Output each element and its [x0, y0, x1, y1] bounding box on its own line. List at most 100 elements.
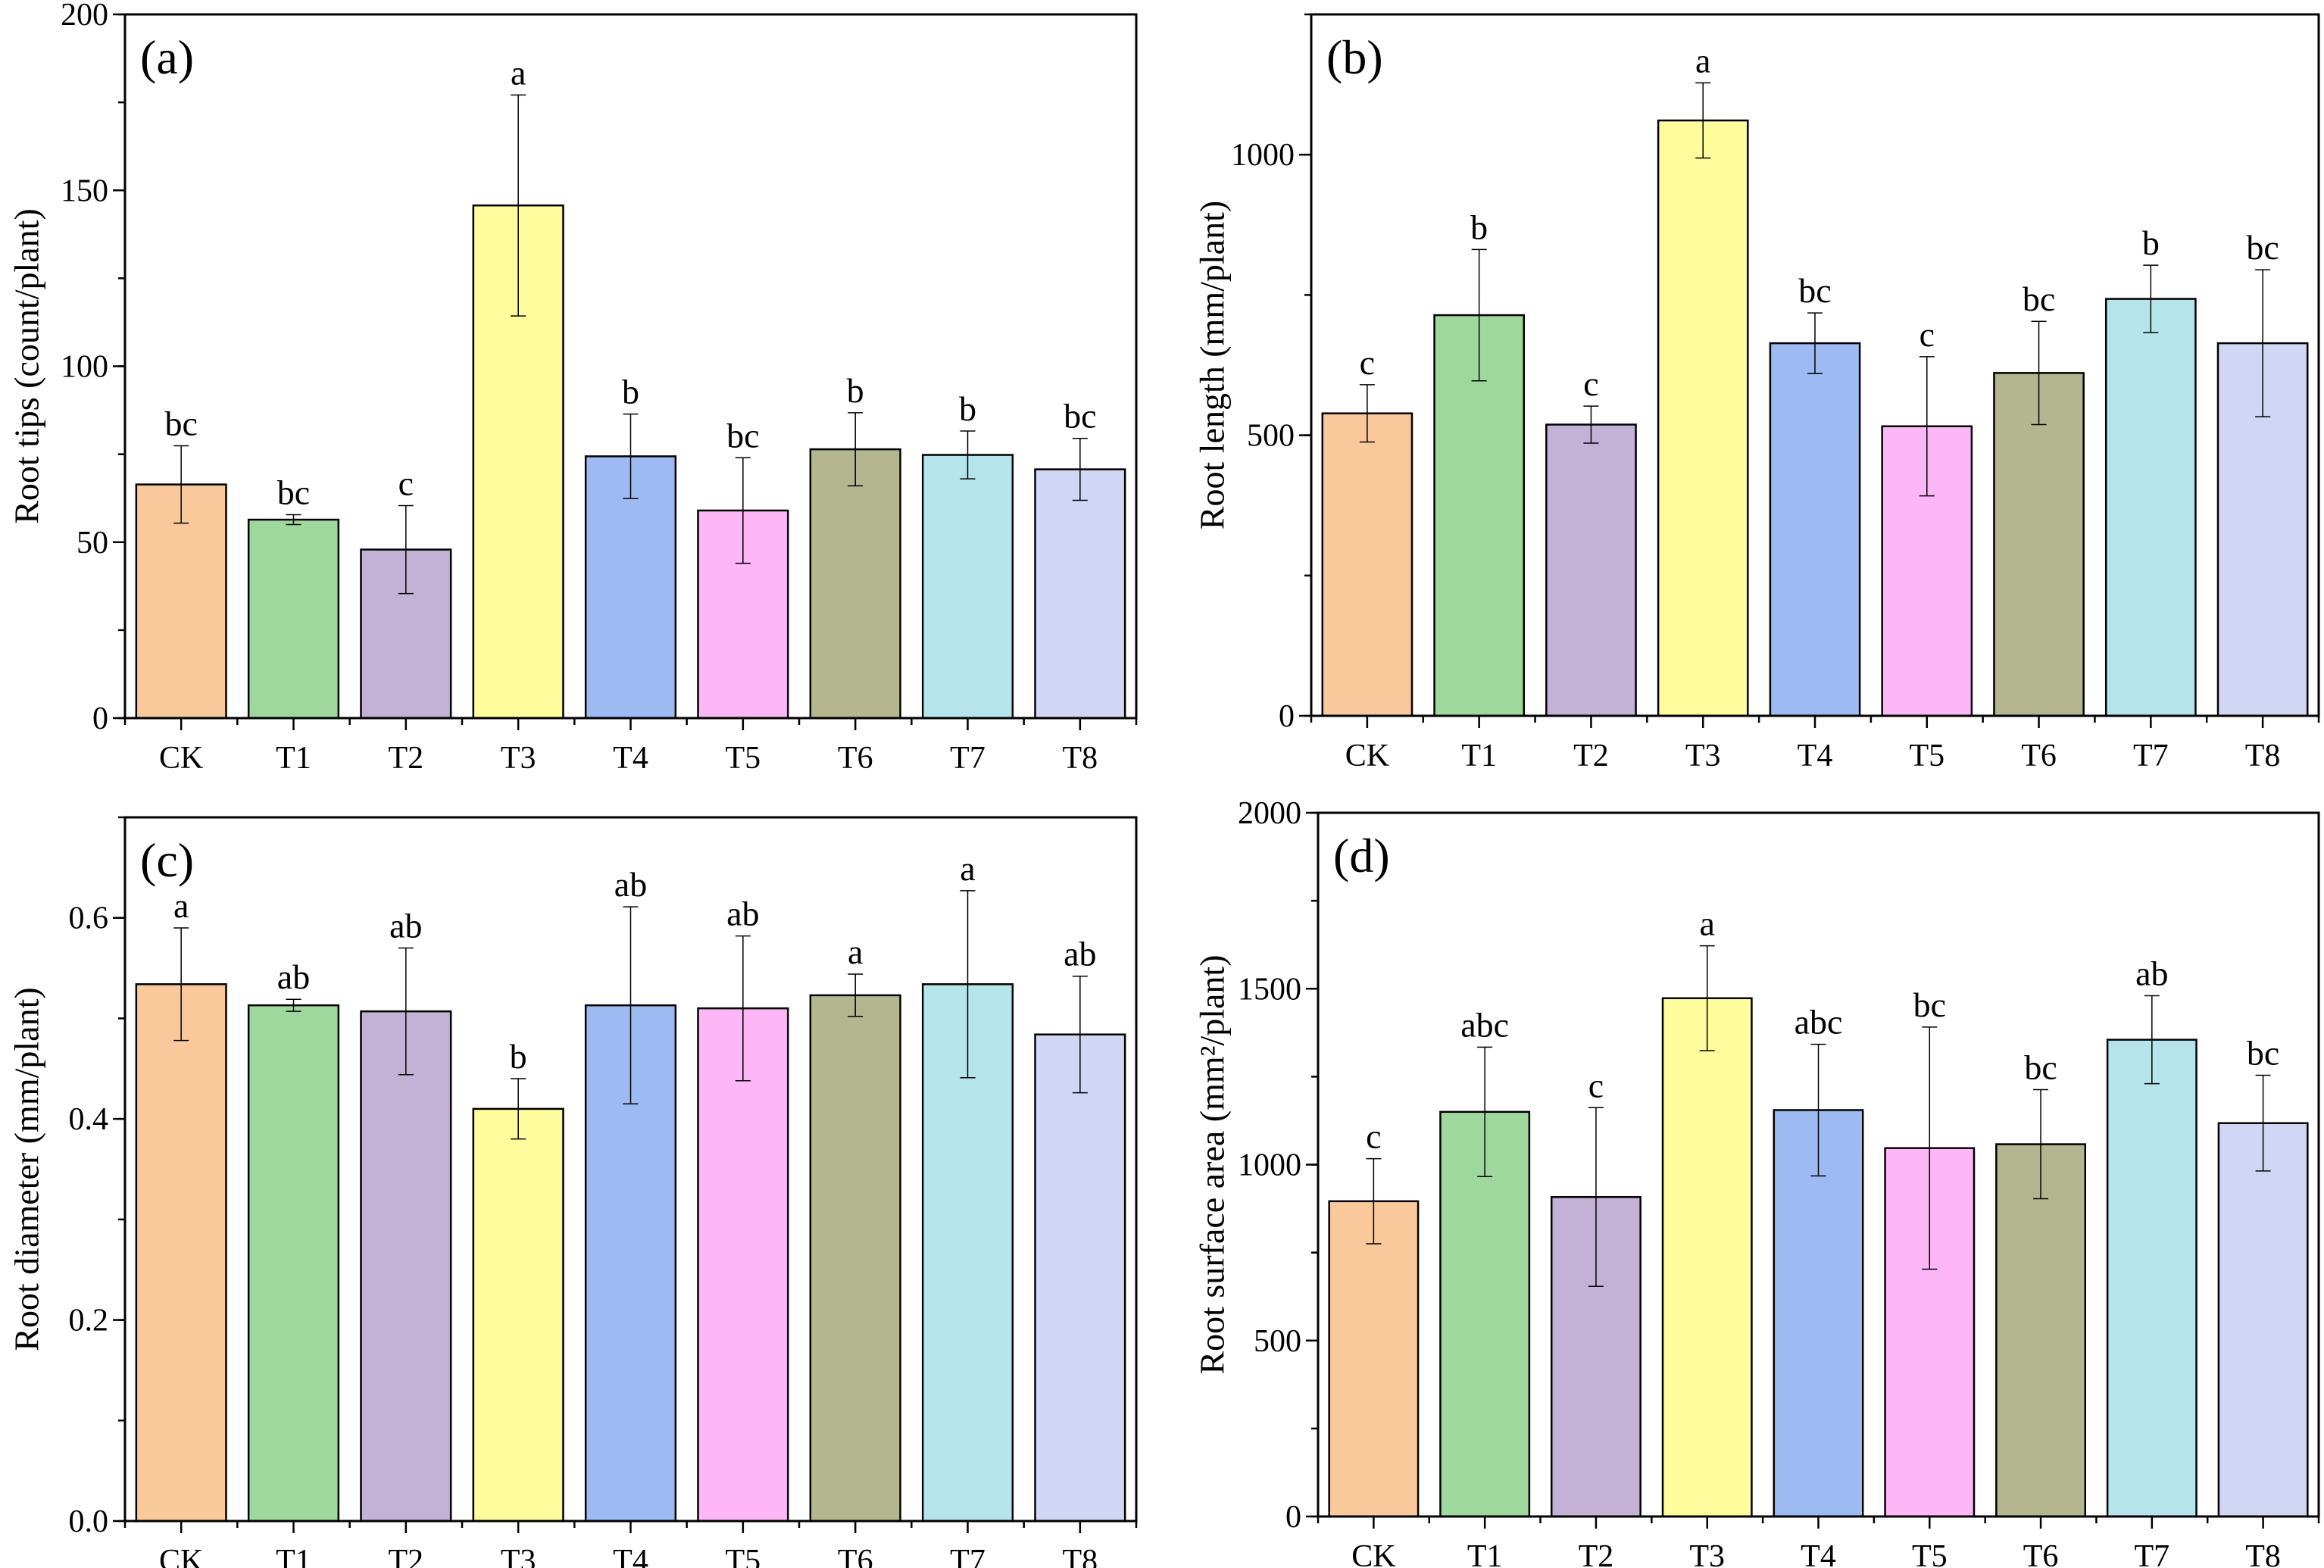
x-tick-label: CK: [1351, 1539, 1395, 1568]
significance-letter: b: [959, 389, 976, 428]
bar-T6: [809, 448, 901, 720]
y-tick-label: 1500: [1238, 972, 1301, 1007]
x-tick-label: T4: [1798, 739, 1833, 773]
significance-letter: a: [1695, 41, 1710, 80]
panel-label: (d): [1333, 829, 1390, 882]
bar-T6: [809, 994, 901, 1523]
bar-T1: [1433, 314, 1526, 717]
y-tick-label: 100: [61, 350, 108, 385]
bar-T7: [921, 454, 1014, 720]
panel-d: c CK abc T1 c T2 a T3 abc T4 bc T5 bc T6 ab T7 bc T8 0 500 1…: [1193, 796, 2320, 1568]
y-tick-label: 0: [1285, 1500, 1301, 1535]
significance-letter: b: [2142, 223, 2160, 262]
x-tick-label: T2: [1579, 1539, 1614, 1568]
significance-letter: c: [1366, 1117, 1381, 1156]
significance-letter: c: [1583, 364, 1598, 403]
bar-T7: [2106, 1039, 2197, 1518]
y-axis-title: Root diameter (mm/plant): [8, 987, 46, 1351]
significance-letter: bc: [2247, 1034, 2279, 1073]
significance-letter: b: [847, 371, 864, 410]
x-tick-label: T8: [1063, 741, 1098, 776]
axes-frame: [123, 816, 1138, 1523]
significance-letter: ab: [277, 957, 310, 996]
significance-letter: a: [960, 849, 975, 888]
bar-T5: [697, 1007, 789, 1523]
significance-letter: bc: [2023, 280, 2055, 318]
y-axis-title: Root surface area (mm²/plant): [1193, 954, 1232, 1374]
y-tick-label: 0.4: [69, 1102, 109, 1137]
bar-T8: [2217, 1122, 2309, 1518]
x-tick-label: T5: [726, 741, 761, 776]
bar-T2: [1545, 423, 1637, 717]
bar-T1: [247, 518, 340, 720]
x-tick-label: CK: [159, 1544, 203, 1568]
x-tick-label: T5: [726, 1544, 761, 1568]
x-tick-label: T8: [2245, 739, 2281, 773]
x-tick-label: T7: [2135, 1539, 2170, 1568]
x-tick-label: T7: [950, 741, 986, 776]
significance-letter: bc: [164, 404, 197, 442]
panel-b: c CK b T1 c T2 a T3 bc T4 c T5 bc T6 b T7 bc T8 0 500 1000 (b…: [1193, 13, 2320, 773]
y-tick-label: 0.2: [69, 1304, 109, 1338]
x-tick-label: T3: [501, 1544, 536, 1568]
panel-label: (b): [1326, 30, 1383, 84]
y-tick-label: 500: [1247, 419, 1295, 454]
x-tick-label: T3: [1685, 739, 1721, 773]
bar-T8: [1034, 1033, 1126, 1523]
panel-label: (a): [140, 30, 194, 84]
panel-a: bc CK bc T1 c T2 a T3 b T4 bc T5 b T6 b T7 bc T8 0 50 100 150…: [8, 0, 1138, 776]
x-tick-label: T5: [1912, 1539, 1948, 1568]
significance-letter: bc: [1913, 985, 1946, 1024]
bar-T1: [247, 1004, 340, 1523]
significance-letter: bc: [1798, 271, 1831, 310]
y-axis-title: Root tips (count/plant): [8, 208, 46, 524]
significance-letter: bc: [726, 416, 759, 454]
y-tick-label: 0.6: [69, 901, 109, 936]
x-tick-label: T3: [1689, 1539, 1725, 1568]
significance-letter: ab: [726, 895, 759, 933]
significance-letter: b: [510, 1037, 527, 1076]
significance-letter: ab: [1064, 935, 1096, 973]
bar-T3: [472, 1107, 564, 1523]
x-tick-label: T1: [276, 1544, 311, 1568]
x-tick-label: T5: [1909, 739, 1944, 773]
bar-T7: [2104, 298, 2197, 717]
x-tick-label: T8: [1063, 1544, 1098, 1568]
axes-frame: [1310, 13, 2320, 717]
axes-frame: [123, 13, 1138, 720]
y-tick-label: 1000: [1238, 1148, 1301, 1183]
y-tick-label: 200: [61, 0, 108, 33]
bar-CK: [1328, 1200, 1420, 1518]
significance-letter: ab: [389, 907, 422, 945]
bar-T6: [1995, 1143, 2087, 1518]
x-tick-label: CK: [1345, 739, 1389, 773]
y-axis-title: Root length (mm/plant): [1193, 201, 1232, 529]
x-tick-label: CK: [159, 741, 203, 776]
panel-c: a CK ab T1 ab T2 b T3 ab T4 ab T5 a T6 a T7 ab T8 0.0 0.2 0.…: [8, 816, 1138, 1568]
y-tick-label: 500: [1254, 1324, 1301, 1359]
y-tick-label: 2000: [1238, 796, 1301, 831]
significance-letter: a: [848, 932, 863, 971]
significance-letter: abc: [1795, 1003, 1843, 1042]
significance-letter: c: [1360, 343, 1375, 382]
x-tick-label: T4: [1801, 1539, 1836, 1568]
significance-letter: bc: [1064, 397, 1096, 436]
y-tick-label: 1000: [1231, 138, 1295, 173]
significance-letter: ab: [2135, 954, 2168, 993]
bar-T2: [360, 1010, 452, 1523]
y-tick-label: 50: [77, 526, 108, 561]
y-tick-label: 0: [1279, 699, 1295, 734]
panel-label: (c): [140, 833, 194, 887]
x-tick-label: T4: [613, 1544, 648, 1568]
x-tick-label: T7: [950, 1544, 986, 1568]
significance-letter: abc: [1460, 1005, 1509, 1044]
x-tick-label: T4: [613, 741, 648, 776]
axes-frame: [1317, 811, 2320, 1518]
significance-letter: bc: [277, 473, 310, 512]
significance-letter: bc: [2024, 1048, 2057, 1087]
y-tick-label: 150: [61, 173, 108, 208]
x-tick-label: T2: [389, 1544, 424, 1568]
x-tick-label: T1: [276, 741, 311, 776]
significance-letter: b: [622, 373, 639, 411]
